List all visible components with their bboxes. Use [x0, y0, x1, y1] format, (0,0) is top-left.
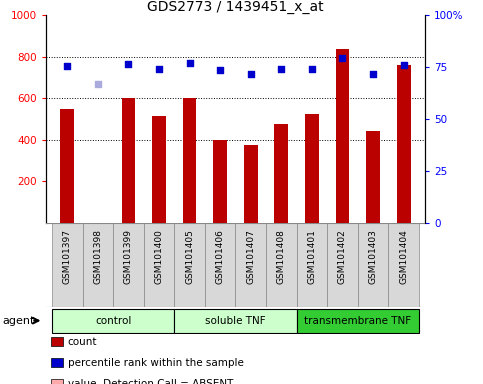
Bar: [358, 223, 388, 307]
Bar: [205, 223, 236, 307]
Bar: [336, 48, 349, 223]
Bar: [83, 223, 113, 307]
Text: percentile rank within the sample: percentile rank within the sample: [68, 358, 243, 368]
Point: [216, 67, 224, 73]
Bar: [236, 223, 266, 307]
Point: [125, 61, 132, 67]
Point: [277, 66, 285, 72]
Point: [94, 81, 102, 87]
Point: [369, 71, 377, 78]
Bar: [213, 140, 227, 223]
Bar: [266, 223, 297, 307]
Bar: [144, 223, 174, 307]
Text: transmembrane TNF: transmembrane TNF: [304, 316, 412, 326]
Title: GDS2773 / 1439451_x_at: GDS2773 / 1439451_x_at: [147, 0, 324, 14]
Bar: [52, 223, 83, 307]
Text: GSM101407: GSM101407: [246, 230, 255, 285]
Text: GSM101401: GSM101401: [307, 230, 316, 285]
Bar: [305, 114, 319, 223]
Bar: [274, 124, 288, 223]
Text: agent: agent: [2, 316, 35, 326]
Bar: [113, 223, 144, 307]
Text: GSM101403: GSM101403: [369, 230, 378, 285]
Bar: [174, 309, 297, 333]
Text: GSM101399: GSM101399: [124, 230, 133, 285]
Bar: [152, 116, 166, 223]
Text: GSM101408: GSM101408: [277, 230, 286, 285]
Point: [308, 66, 316, 72]
Text: GSM101406: GSM101406: [216, 230, 225, 285]
Text: value, Detection Call = ABSENT: value, Detection Call = ABSENT: [68, 379, 233, 384]
Text: GSM101400: GSM101400: [155, 230, 164, 285]
Bar: [327, 223, 358, 307]
Bar: [244, 145, 257, 223]
Text: count: count: [68, 337, 97, 347]
Point: [400, 62, 408, 68]
Point: [155, 66, 163, 72]
Text: GSM101402: GSM101402: [338, 230, 347, 284]
Bar: [397, 65, 411, 223]
Point: [247, 71, 255, 78]
Text: GSM101405: GSM101405: [185, 230, 194, 285]
Bar: [388, 223, 419, 307]
Bar: [122, 98, 135, 223]
Bar: [60, 109, 74, 223]
Point: [63, 63, 71, 69]
Text: GSM101397: GSM101397: [63, 230, 72, 285]
Point: [339, 55, 346, 61]
Bar: [366, 131, 380, 223]
Text: GSM101404: GSM101404: [399, 230, 408, 284]
Bar: [174, 223, 205, 307]
Bar: [52, 309, 174, 333]
Bar: [297, 223, 327, 307]
Bar: [297, 309, 419, 333]
Bar: [183, 98, 197, 223]
Text: control: control: [95, 316, 131, 326]
Text: soluble TNF: soluble TNF: [205, 316, 266, 326]
Point: [186, 60, 194, 66]
Text: GSM101398: GSM101398: [93, 230, 102, 285]
